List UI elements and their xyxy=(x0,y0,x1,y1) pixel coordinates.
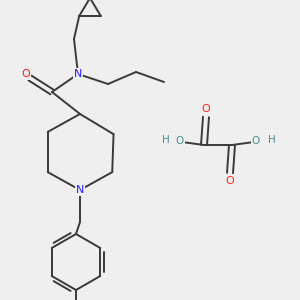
Text: O: O xyxy=(202,104,210,114)
Text: O: O xyxy=(226,176,234,186)
Text: N: N xyxy=(74,69,82,79)
Text: H: H xyxy=(268,135,276,145)
Text: N: N xyxy=(76,185,84,195)
Text: H: H xyxy=(162,135,170,145)
Text: O: O xyxy=(252,136,260,146)
Text: O: O xyxy=(22,69,30,79)
Text: O: O xyxy=(176,136,184,146)
